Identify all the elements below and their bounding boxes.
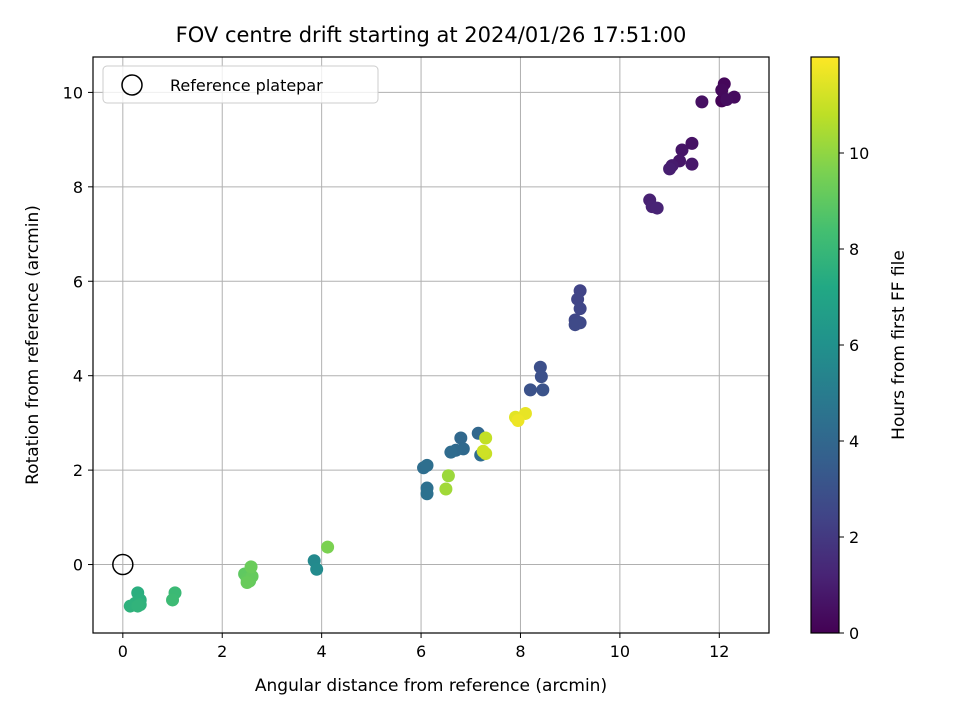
y-axis-label: Rotation from reference (arcmin) (23, 205, 43, 485)
x-axis-ticks: 0 2 4 6 8 10 12 (118, 633, 729, 661)
legend-box (102, 65, 379, 104)
data-point (685, 157, 699, 171)
data-point (240, 575, 254, 589)
data-point (454, 431, 468, 445)
data-point (479, 431, 493, 445)
legend-reference-label: Reference platepar (170, 76, 323, 95)
data-points (123, 77, 741, 613)
y-tick-label: 10 (63, 83, 83, 102)
plot-frame (92, 56, 770, 634)
y-tick-label: 0 (73, 556, 83, 575)
colorbar-tick-label: 10 (849, 144, 869, 163)
data-point (441, 469, 455, 483)
data-point (573, 302, 587, 316)
data-point (685, 136, 699, 150)
colorbar-tick-label: 6 (849, 336, 859, 355)
data-point (534, 370, 548, 384)
data-point (420, 458, 434, 472)
data-point (536, 383, 550, 397)
data-point (675, 143, 689, 157)
data-point (523, 383, 537, 397)
data-point (420, 487, 434, 501)
data-point (720, 92, 734, 106)
data-point (310, 562, 324, 576)
colorbar-label: Hours from first FF file (889, 250, 909, 440)
plot-area: 0 2 4 6 8 10 12 0 2 4 6 8 10 (63, 56, 770, 661)
data-point (444, 445, 458, 459)
y-tick-label: 8 (73, 178, 83, 197)
data-point (166, 593, 180, 607)
data-point (439, 482, 453, 496)
reference-point-marker (112, 553, 134, 576)
x-tick-label: 10 (610, 642, 630, 661)
y-tick-label: 4 (73, 367, 83, 386)
y-tick-label: 2 (73, 461, 83, 480)
data-point (695, 95, 709, 109)
colorbar: 0 2 4 6 8 10 Hours from first FF file (810, 56, 909, 643)
legend-reference-marker (121, 74, 143, 96)
y-axis-ticks: 0 2 4 6 8 10 (63, 83, 93, 575)
data-point (533, 360, 547, 374)
x-tick-label: 8 (515, 642, 525, 661)
colorbar-tick-label: 0 (849, 624, 859, 643)
data-point (321, 540, 335, 554)
y-tick-label: 6 (73, 272, 83, 291)
colorbar-ticks: 0 2 4 6 8 10 (839, 144, 869, 643)
x-tick-label: 2 (217, 642, 227, 661)
data-point (650, 201, 664, 215)
x-tick-label: 12 (709, 642, 729, 661)
data-point (244, 560, 258, 574)
legend: Reference platepar (102, 65, 379, 104)
colorbar-tick-label: 4 (849, 432, 859, 451)
data-point (131, 599, 145, 613)
data-point (476, 444, 490, 458)
colorbar-tick-label: 8 (849, 240, 859, 259)
x-tick-label: 6 (416, 642, 426, 661)
plot-background (93, 57, 769, 633)
data-point (511, 414, 525, 428)
x-axis-label: Angular distance from reference (arcmin) (255, 676, 607, 696)
colorbar-tick-label: 2 (849, 528, 859, 547)
grid-lines (93, 57, 769, 633)
data-point (663, 162, 677, 176)
x-tick-label: 4 (317, 642, 327, 661)
x-tick-label: 0 (118, 642, 128, 661)
colorbar-gradient (811, 57, 839, 633)
data-point (568, 318, 582, 332)
chart-title: FOV centre drift starting at 2024/01/26 … (176, 23, 687, 47)
